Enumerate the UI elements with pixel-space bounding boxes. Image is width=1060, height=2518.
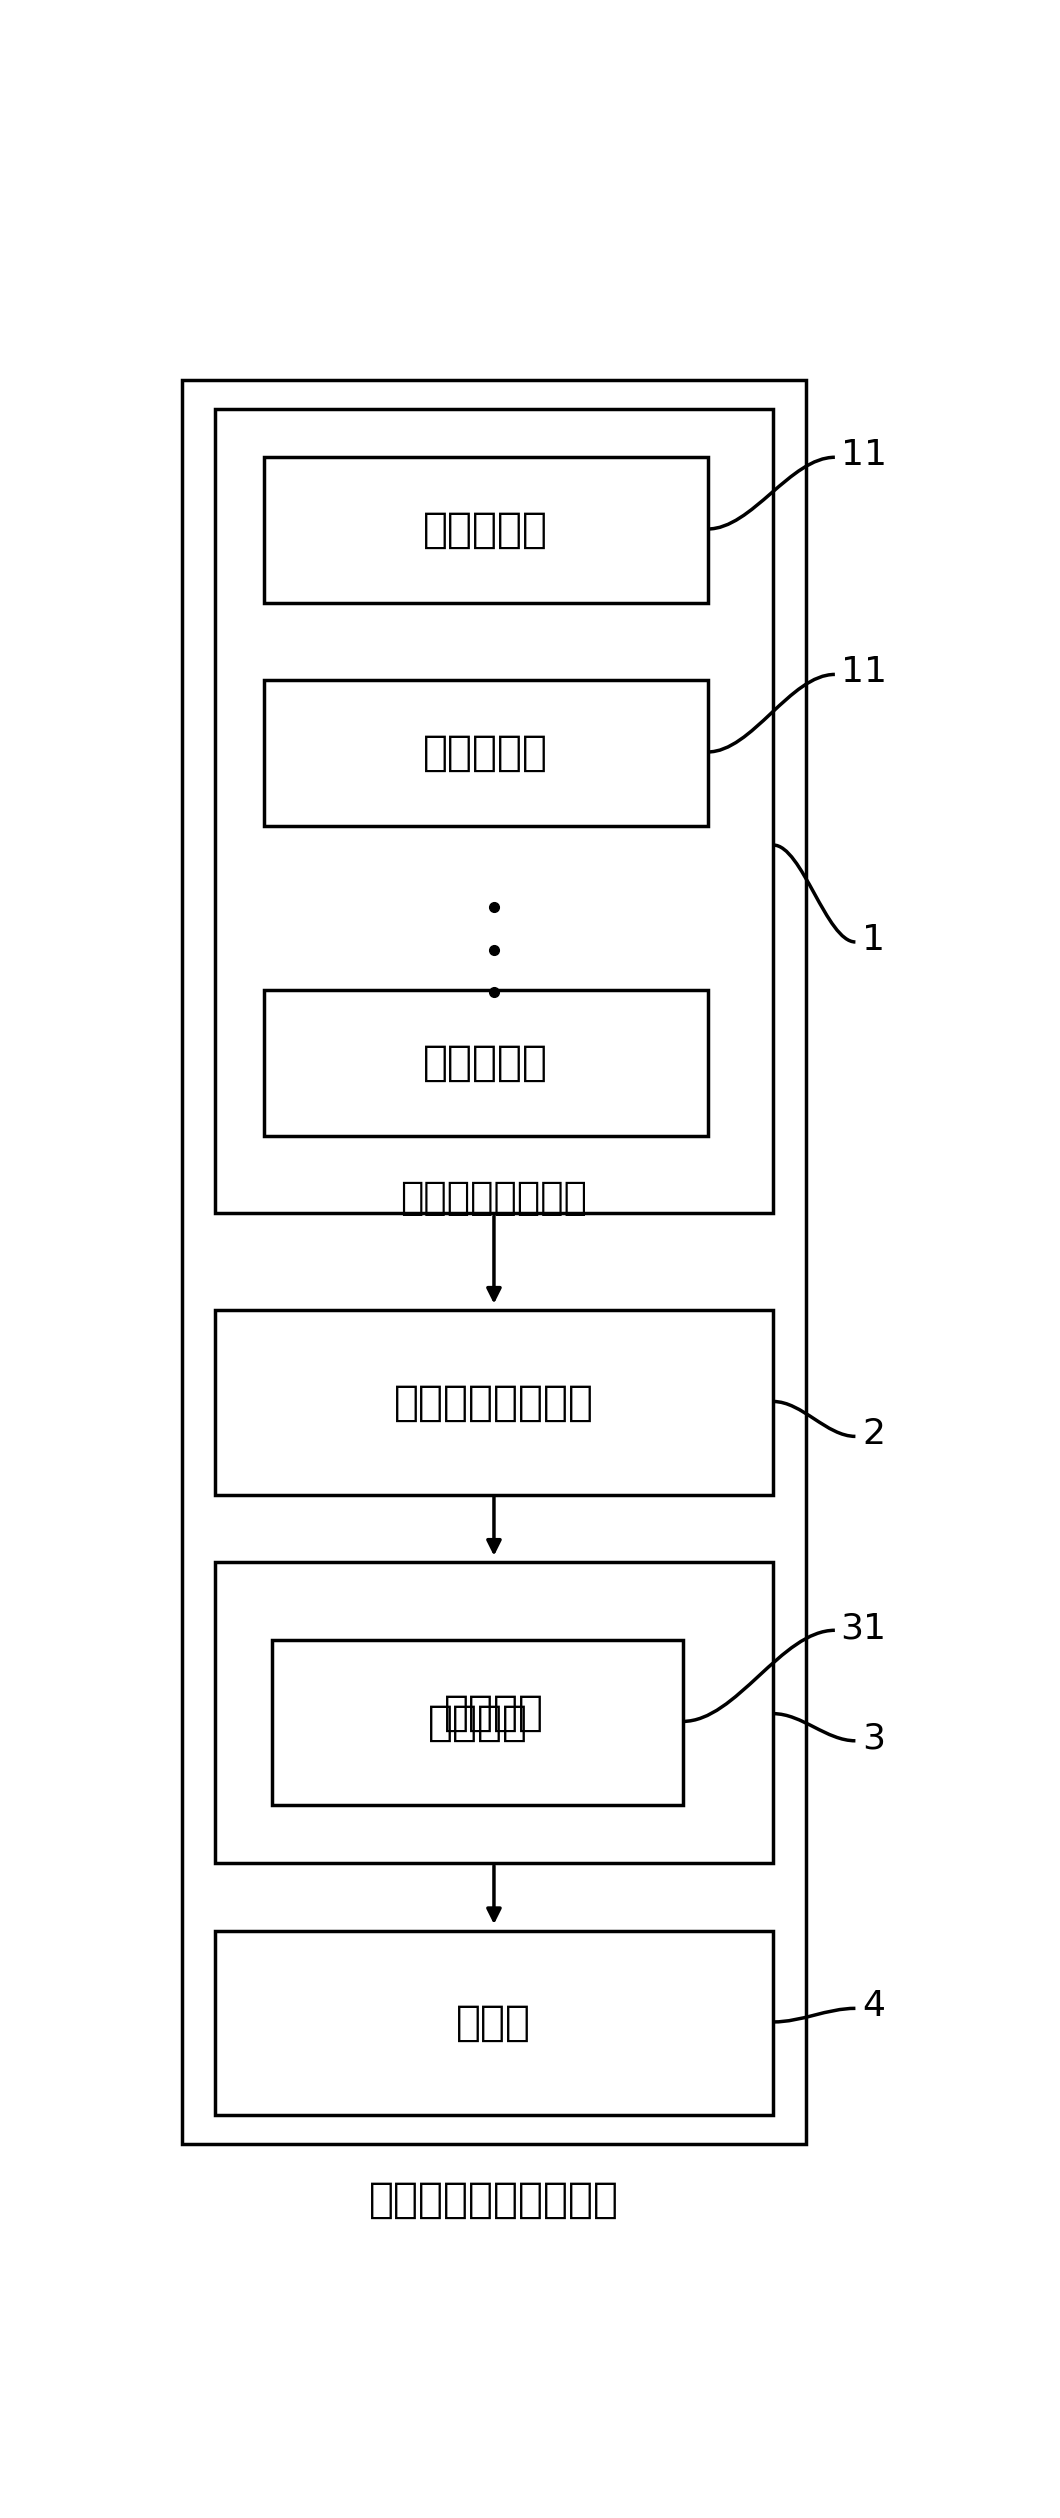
Text: 压力信号获取模块: 压力信号获取模块 [401,1178,587,1216]
Text: 2: 2 [862,1418,885,1450]
Text: 压力传感器: 压力传感器 [423,509,548,551]
Text: 无人机的自动称重系统: 无人机的自动称重系统 [369,2178,619,2221]
Text: 4: 4 [862,1989,885,2024]
Text: 11: 11 [841,438,886,473]
Bar [214,1561,774,1863]
Text: 11: 11 [841,655,886,690]
Bar [264,680,708,826]
Text: 3: 3 [862,1722,885,1755]
Bar [272,1639,683,1805]
Text: 压力伡号处理模块: 压力伡号处理模块 [394,1382,594,1423]
Text: 飞控模块: 飞控模块 [444,1692,544,1735]
Text: 31: 31 [841,1612,886,1644]
Bar [214,408,774,1214]
Bar [182,380,806,2145]
Bar [214,1309,774,1496]
Bar [214,1931,774,2115]
Text: 地面站: 地面站 [457,2002,531,2045]
Text: 压力传感器: 压力传感器 [423,1042,548,1085]
Text: 压力传感器: 压力传感器 [423,733,548,773]
Text: 1: 1 [862,924,885,957]
Bar [264,990,708,1136]
Text: 报警单元: 报警单元 [427,1702,528,1742]
Bar [264,458,708,602]
